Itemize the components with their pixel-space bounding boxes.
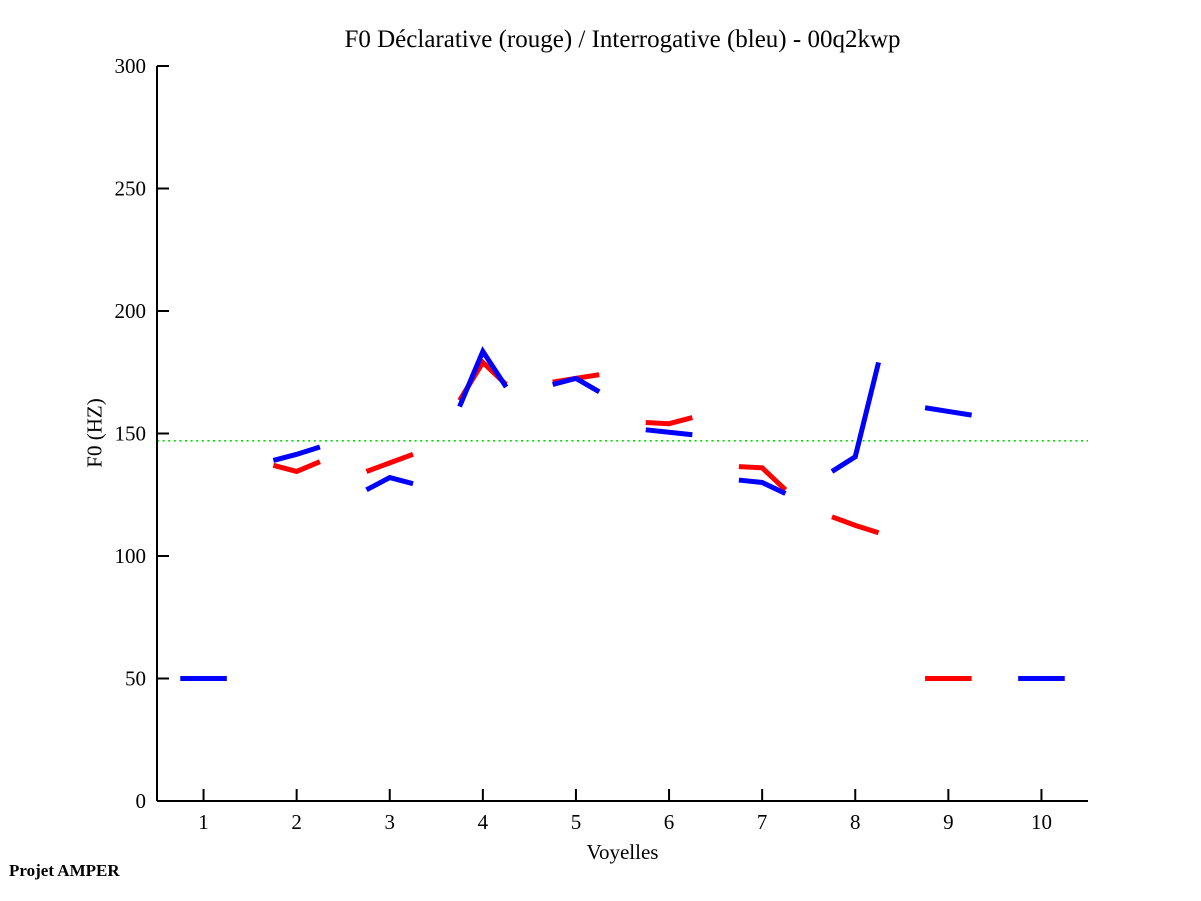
x-tick-label: 4 (478, 810, 489, 834)
y-tick-label: 300 (115, 54, 147, 78)
x-tick-label: 1 (198, 810, 209, 834)
project-footer-label: Projet AMPER (9, 861, 120, 880)
x-axis-label: Voyelles (586, 840, 659, 864)
y-tick-label: 50 (125, 667, 146, 691)
chart-title: F0 Déclarative (rouge) / Interrogative (… (344, 26, 901, 53)
y-tick-label: 250 (115, 177, 147, 201)
x-tick-label: 2 (291, 810, 302, 834)
declarative-segment-v2 (272, 459, 321, 475)
interrogative-segment-v4 (457, 346, 509, 408)
declarative-segment-v8 (831, 514, 880, 536)
declarative-segment-v6 (645, 415, 693, 427)
x-tick-label: 6 (664, 810, 675, 834)
interrogative-segment-v9 (924, 405, 973, 418)
y-tick-label: 0 (136, 789, 147, 813)
declarative-segment-v3 (365, 451, 414, 474)
interrogative-segment-v3 (365, 474, 414, 493)
x-tick-label: 10 (1031, 810, 1052, 834)
declarative-segment-v7 (738, 464, 788, 492)
interrogative-segment-v5 (552, 375, 601, 395)
interrogative-segment-v8 (830, 361, 881, 474)
x-tick-label: 5 (571, 810, 582, 834)
y-tick-label: 150 (115, 422, 147, 446)
x-tick-label: 7 (757, 810, 768, 834)
interrogative-segment-v7 (738, 477, 787, 496)
x-tick-label: 9 (943, 810, 954, 834)
y-tick-label: 200 (115, 299, 147, 323)
interrogative-segment-v6 (645, 427, 693, 438)
x-tick-label: 8 (850, 810, 861, 834)
y-tick-label: 100 (115, 544, 147, 568)
x-tick-label: 3 (385, 810, 396, 834)
interrogative-segment-v2 (272, 444, 321, 463)
